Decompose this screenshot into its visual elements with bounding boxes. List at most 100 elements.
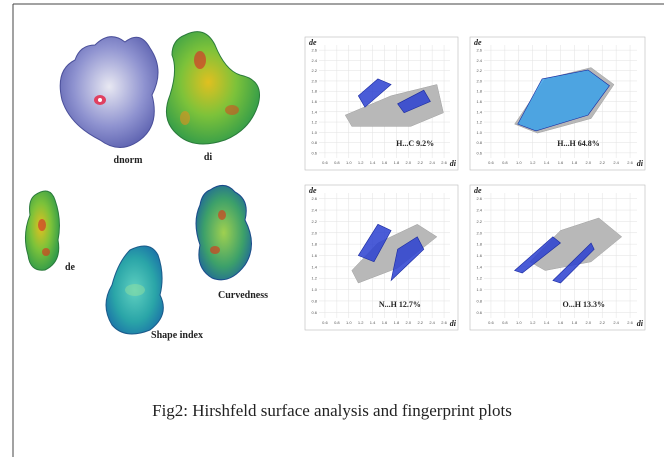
plot-label: H...H 64.8% <box>557 139 599 148</box>
y-tick-label: 2.2 <box>311 68 317 73</box>
y-tick-label: 1.2 <box>311 120 317 125</box>
y-tick-label: 2.2 <box>476 219 482 224</box>
y-tick-label: 1.4 <box>476 109 482 114</box>
axis-label-x: di <box>450 319 457 328</box>
y-tick-label: 1.6 <box>476 99 482 104</box>
plot-label: N...H 12.7% <box>379 300 421 309</box>
x-tick-label: 1.2 <box>530 320 536 325</box>
y-tick-label: 1.0 <box>476 130 482 135</box>
y-tick-label: 1.6 <box>476 253 482 258</box>
y-tick-label: 2.0 <box>476 230 482 235</box>
y-tick-label: 1.6 <box>311 99 317 104</box>
x-tick-label: 2.6 <box>441 320 447 325</box>
y-tick-label: 1.0 <box>311 130 317 135</box>
axis-label-y: de <box>474 38 482 47</box>
x-tick-label: 1.8 <box>572 160 578 165</box>
surface-curvedness <box>196 185 252 279</box>
x-tick-label: 2.4 <box>429 160 435 165</box>
x-tick-label: 1.4 <box>370 160 376 165</box>
x-tick-label: 2.0 <box>406 160 412 165</box>
x-tick-label: 1.0 <box>516 320 522 325</box>
x-tick-label: 1.8 <box>394 320 400 325</box>
y-tick-label: 1.4 <box>311 264 317 269</box>
y-tick-label: 1.8 <box>311 89 317 94</box>
y-tick-label: 0.6 <box>476 310 482 315</box>
y-tick-label: 1.8 <box>476 242 482 247</box>
x-tick-label: 1.6 <box>558 320 564 325</box>
y-tick-label: 2.6 <box>476 48 482 53</box>
fingerprint-plot: 0.60.60.80.81.01.01.21.21.41.41.61.61.81… <box>470 37 645 170</box>
y-tick-label: 1.8 <box>476 89 482 94</box>
x-tick-label: 2.2 <box>599 320 605 325</box>
x-tick-label: 1.6 <box>382 320 388 325</box>
axis-label-y: de <box>309 186 317 195</box>
x-tick-label: 1.0 <box>346 320 352 325</box>
y-tick-label: 0.8 <box>311 298 317 303</box>
fingerprint-plot: 0.60.60.80.81.01.01.21.21.41.41.61.61.81… <box>305 185 458 330</box>
y-tick-label: 1.2 <box>476 276 482 281</box>
y-tick-label: 1.4 <box>311 109 317 114</box>
surface-label: Shape index <box>151 330 203 341</box>
x-tick-label: 1.6 <box>382 160 388 165</box>
x-tick-label: 2.0 <box>586 320 592 325</box>
x-tick-label: 2.4 <box>613 160 619 165</box>
y-tick-label: 2.6 <box>311 48 317 53</box>
y-tick-label: 1.0 <box>476 287 482 292</box>
x-tick-label: 2.2 <box>417 160 423 165</box>
plot-label: H...C 9.2% <box>396 139 434 148</box>
x-tick-label: 1.8 <box>572 320 578 325</box>
y-tick-label: 2.0 <box>311 78 317 83</box>
y-tick-label: 1.4 <box>476 264 482 269</box>
y-tick-label: 1.2 <box>476 120 482 125</box>
y-tick-label: 2.4 <box>476 58 482 63</box>
axis-label-x: di <box>637 319 644 328</box>
axis-label-x: di <box>637 159 644 168</box>
page: {"figure": { "surfaces": [ {"label": "dn… <box>0 0 664 461</box>
x-tick-label: 1.2 <box>358 160 364 165</box>
plot-label: O...H 13.3% <box>563 300 605 309</box>
x-tick-label: 0.8 <box>502 320 508 325</box>
x-tick-label: 2.6 <box>627 160 633 165</box>
y-tick-label: 2.2 <box>311 219 317 224</box>
axis-label-y: de <box>474 186 482 195</box>
x-tick-label: 1.6 <box>558 160 564 165</box>
x-tick-label: 1.2 <box>358 320 364 325</box>
y-tick-label: 0.8 <box>311 140 317 145</box>
y-tick-label: 0.8 <box>476 140 482 145</box>
y-tick-label: 1.6 <box>311 253 317 258</box>
y-tick-label: 1.8 <box>311 242 317 247</box>
surface-label: de <box>65 262 76 273</box>
surface-label: Curvedness <box>218 290 268 301</box>
x-tick-label: 0.6 <box>488 320 494 325</box>
x-tick-label: 0.8 <box>334 320 340 325</box>
x-tick-label: 1.0 <box>516 160 522 165</box>
y-tick-label: 1.2 <box>311 276 317 281</box>
y-tick-label: 2.0 <box>476 78 482 83</box>
surface-de <box>25 191 59 270</box>
y-tick-label: 0.6 <box>311 150 317 155</box>
x-tick-label: 2.4 <box>429 320 435 325</box>
y-tick-label: 2.4 <box>476 208 482 213</box>
y-tick-label: 2.0 <box>311 230 317 235</box>
x-tick-label: 2.2 <box>599 160 605 165</box>
y-tick-label: 2.4 <box>311 208 317 213</box>
x-tick-label: 1.8 <box>394 160 400 165</box>
y-tick-label: 2.6 <box>311 196 317 201</box>
x-tick-label: 1.2 <box>530 160 536 165</box>
x-tick-label: 0.6 <box>322 160 328 165</box>
caption: Fig2: Hirshfeld surface analysis and fin… <box>152 401 512 420</box>
x-tick-label: 1.4 <box>544 160 550 165</box>
surface-shape-index <box>106 246 163 334</box>
x-tick-label: 2.6 <box>627 320 633 325</box>
surface-label: dnorm <box>114 155 144 166</box>
fingerprint-plot: 0.60.60.80.81.01.01.21.21.41.41.61.61.81… <box>470 185 645 330</box>
x-tick-label: 1.4 <box>544 320 550 325</box>
axis-label-y: de <box>309 38 317 47</box>
y-tick-label: 1.0 <box>311 287 317 292</box>
x-tick-label: 0.6 <box>322 320 328 325</box>
x-tick-label: 2.4 <box>613 320 619 325</box>
surface-di <box>166 32 259 144</box>
x-tick-label: 1.0 <box>346 160 352 165</box>
x-tick-label: 2.6 <box>441 160 447 165</box>
x-tick-label: 0.6 <box>488 160 494 165</box>
